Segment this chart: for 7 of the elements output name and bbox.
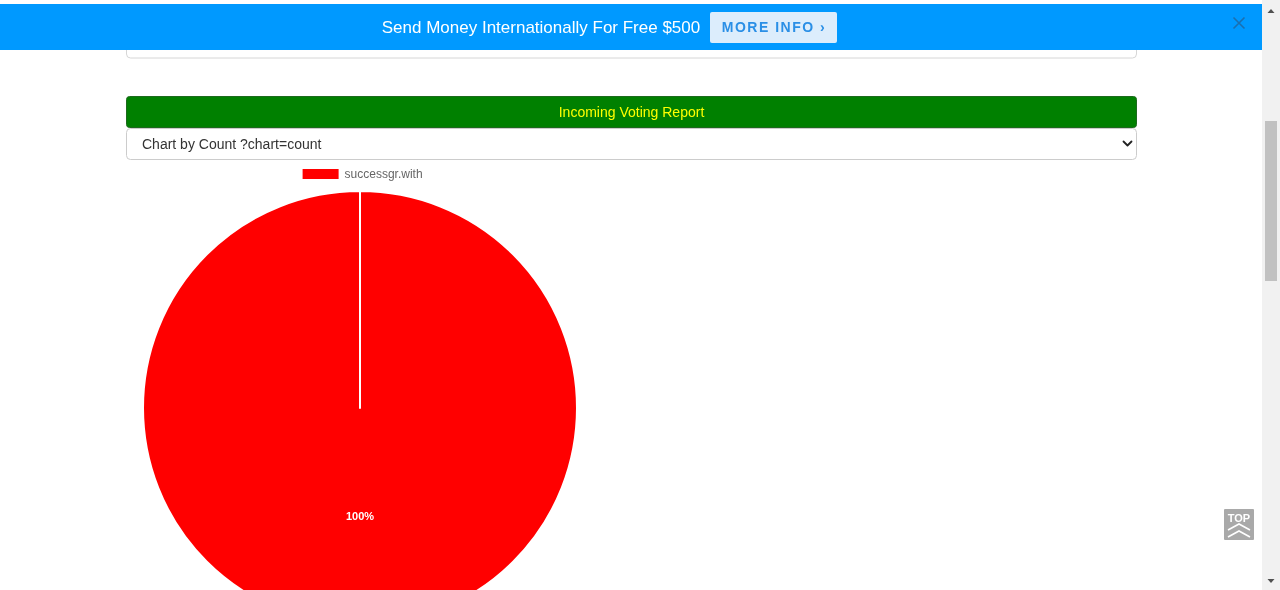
text: TOP: [1227, 511, 1251, 524]
text: Incoming Voting Report: [558, 103, 705, 120]
legend-label: successgr.with: [344, 167, 423, 182]
text: MORE INFO ›: [721, 19, 827, 36]
text: Chart by Count ?chart=count: [142, 135, 322, 152]
data-label: 100%: [345, 510, 375, 523]
text: Send Money Internationally For Free $500: [381, 17, 701, 37]
